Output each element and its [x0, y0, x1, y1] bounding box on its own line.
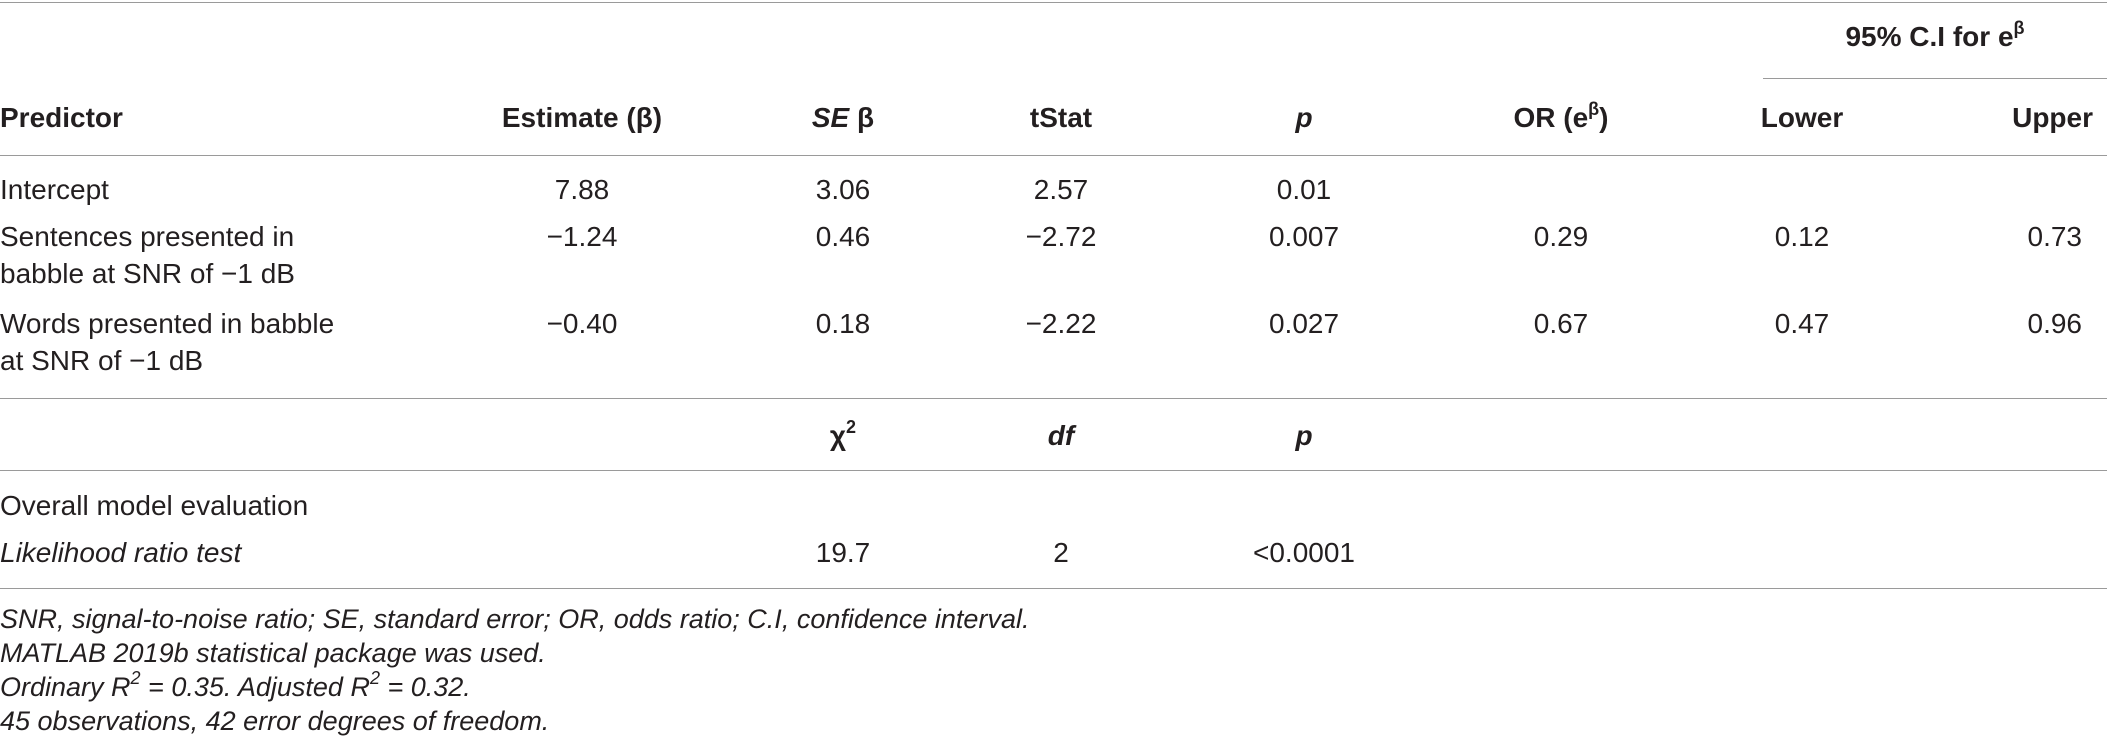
row-words-estimate: −0.40 [546, 308, 618, 339]
header-or: OR (eβ) [1513, 100, 1608, 136]
header-or-sup: β [1588, 98, 1600, 119]
top-rule [0, 2, 2107, 3]
row-sentences-predictor-line2: babble at SNR of −1 dB [0, 258, 295, 289]
row-sentences-predictor-line1: Sentences presented in [0, 221, 295, 252]
model-row-df: 2 [1053, 537, 1069, 568]
footnote-r-squared-sup1: 2 [130, 668, 141, 688]
row-words-p: 0.027 [1268, 308, 1340, 339]
header-or-text: OR (e [1513, 102, 1589, 133]
model-header-p: p [1295, 420, 1313, 451]
row-words-predictor-line1: Words presented in babble [0, 308, 335, 339]
row-sentences-upper: 0.73 [2027, 221, 2083, 252]
ci-group-rule [1763, 78, 2107, 79]
footnote-r-squared: Ordinary R2 = 0.35. Adjusted R2 = 0.32. [0, 668, 471, 703]
row-intercept-tstat: 2.57 [1033, 174, 1089, 205]
model-row-label: Likelihood ratio test [0, 537, 242, 568]
footnote-abbreviations: SNR, signal-to-noise ratio; SE, standard… [0, 604, 1030, 634]
ci-group-header-sup: β [2013, 17, 2025, 38]
row-words-or: 0.67 [1533, 308, 1589, 339]
header-p: p [1295, 102, 1313, 133]
model-header-chi2: χ2 [830, 418, 856, 454]
footnote-software: MATLAB 2019b statistical package was use… [0, 638, 546, 668]
row-words-upper: 0.96 [2027, 308, 2083, 339]
row-sentences-tstat: −2.72 [1025, 221, 1097, 252]
header-tstat: tStat [1029, 102, 1093, 133]
model-row-p: <0.0001 [1253, 537, 1355, 568]
row-sentences-se: 0.46 [815, 221, 871, 252]
row-intercept-predictor: Intercept [0, 174, 109, 205]
header-se-italic: SE [811, 102, 850, 133]
header-se-symbol: β [849, 102, 875, 133]
footnote-r-squared-part2: = 0.35. Adjusted R [140, 672, 370, 702]
header-or-close: ) [1599, 102, 1609, 133]
row-words-predictor-line2: at SNR of −1 dB [0, 345, 204, 376]
row-sentences-estimate: −1.24 [546, 221, 618, 252]
header-rule [0, 155, 2107, 156]
model-header-rule [0, 470, 2107, 471]
row-sentences-lower: 0.12 [1774, 221, 1830, 252]
header-upper: Upper [2012, 102, 2093, 133]
header-predictor: Predictor [0, 102, 123, 133]
footnote-r-squared-sup2: 2 [369, 668, 380, 688]
ci-group-header: 95% C.I for eβ [1845, 19, 2024, 55]
bottom-rule [0, 588, 2107, 589]
row-intercept-se: 3.06 [815, 174, 871, 205]
ci-group-header-text: 95% C.I for e [1845, 21, 2014, 52]
model-section-label: Overall model evaluation [0, 490, 309, 521]
row-intercept-p: 0.01 [1276, 174, 1332, 205]
model-header-chi-sup: 2 [846, 416, 857, 437]
footnote-r-squared-part1: Ordinary R [0, 672, 131, 702]
model-header-df: df [1047, 420, 1075, 451]
row-words-se: 0.18 [815, 308, 871, 339]
section-rule [0, 398, 2107, 399]
row-sentences-p: 0.007 [1268, 221, 1340, 252]
row-sentences-or: 0.29 [1533, 221, 1589, 252]
footnote-r-squared-part3: = 0.32. [379, 672, 471, 702]
model-header-chi-symbol: χ [829, 420, 847, 451]
header-lower: Lower [1760, 102, 1844, 133]
model-row-chi2: 19.7 [815, 537, 871, 568]
row-intercept-estimate: 7.88 [554, 174, 610, 205]
row-words-lower: 0.47 [1774, 308, 1830, 339]
header-estimate: Estimate (β) [501, 102, 663, 133]
row-words-tstat: −2.22 [1025, 308, 1097, 339]
header-se: SE β [812, 100, 874, 136]
footnote-observations: 45 observations, 42 error degrees of fre… [0, 706, 550, 736]
